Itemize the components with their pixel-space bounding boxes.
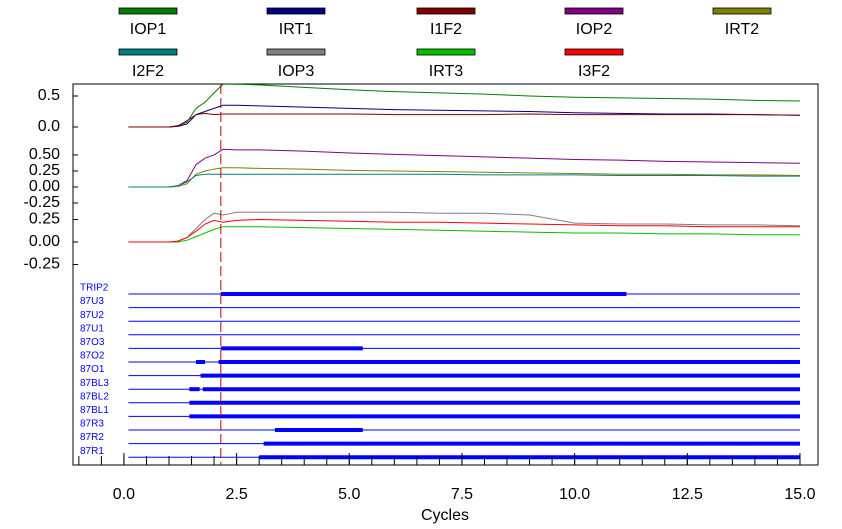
channel-label: 87O1 — [80, 364, 105, 375]
legend-swatch — [416, 7, 476, 15]
x-tick-label: 12.5 — [672, 486, 703, 503]
legend-label: I1F2 — [430, 21, 462, 38]
y-tick-label: 0.5 — [38, 87, 60, 104]
x-tick-label: 5.0 — [338, 486, 360, 503]
legend-swatch — [564, 7, 624, 15]
channel-label: TRIP2 — [80, 283, 109, 294]
y-tick-label: 0.25 — [29, 211, 60, 228]
y-tick-label: 0.50 — [29, 146, 60, 163]
channel-label: 87R3 — [80, 419, 104, 430]
channel-label: 87BL2 — [80, 391, 109, 402]
x-tick-label: 15.0 — [784, 486, 815, 503]
channel-label: 87BL1 — [80, 405, 109, 416]
trace-line — [128, 226, 800, 243]
legend-swatch — [416, 48, 476, 56]
channel-label: 87R1 — [80, 446, 104, 457]
legend-swatch — [118, 48, 178, 56]
trace-line — [128, 148, 800, 188]
trace-line — [128, 211, 800, 243]
x-tick-label: 10.0 — [559, 486, 590, 503]
y-tick-label: 0.00 — [29, 178, 60, 195]
legend-label: IRT3 — [429, 63, 463, 80]
x-tick-label: 7.5 — [451, 486, 473, 503]
trace-line — [128, 104, 800, 128]
plot-frame — [72, 83, 819, 466]
legend-label: IRT2 — [725, 21, 759, 38]
channel-label: 87BL3 — [80, 378, 109, 389]
y-tick-label: -0.25 — [24, 194, 61, 211]
x-axis-label: Cycles — [421, 507, 469, 524]
legend-label: IOP3 — [278, 63, 315, 80]
legend-swatch — [266, 48, 326, 56]
channel-label: 87U3 — [80, 296, 104, 307]
legend-label: I3F2 — [578, 63, 610, 80]
trace-line — [128, 218, 800, 243]
legend-swatch — [564, 48, 624, 56]
trace-line — [128, 173, 800, 188]
channel-label: 87R2 — [80, 432, 104, 443]
legend-swatch — [712, 7, 772, 15]
legend-label: IOP2 — [576, 21, 613, 38]
channel-label: 87O3 — [80, 337, 105, 348]
y-tick-label: 0.00 — [29, 233, 60, 250]
channel-label: 87U1 — [80, 323, 104, 334]
x-tick-label: 2.5 — [225, 486, 247, 503]
channel-label: 87O2 — [80, 351, 105, 362]
y-tick-label: -0.25 — [24, 256, 61, 273]
legend-label: IOP1 — [130, 21, 167, 38]
legend-swatch — [266, 7, 326, 15]
legend-swatch — [118, 7, 178, 15]
channel-label: 87U2 — [80, 310, 104, 321]
trace-line — [128, 83, 800, 128]
legend-label: IRT1 — [279, 21, 313, 38]
legend-label: I2F2 — [132, 63, 164, 80]
x-tick-label: 0.0 — [113, 486, 135, 503]
y-tick-label: 0.0 — [38, 118, 60, 135]
trace-line — [128, 112, 800, 128]
y-tick-label: 0.25 — [29, 162, 60, 179]
